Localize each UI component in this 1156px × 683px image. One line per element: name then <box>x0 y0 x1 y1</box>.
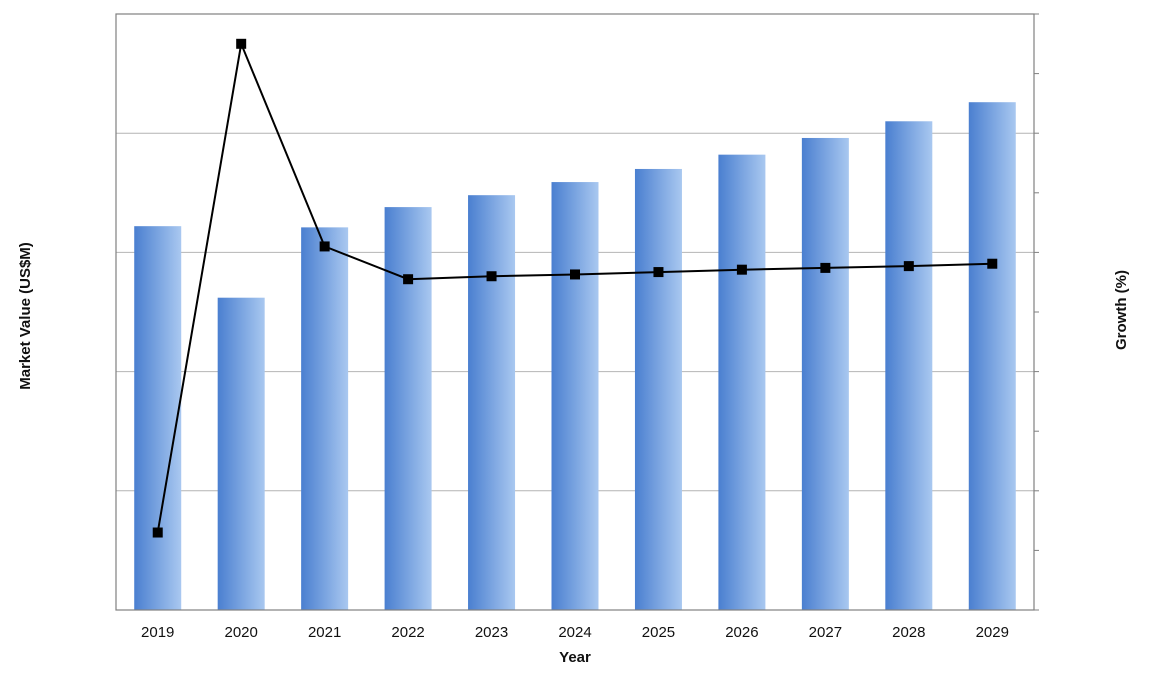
growth-point-2021 <box>319 241 330 252</box>
bar-2028 <box>885 121 933 610</box>
x-tick-label: 2023 <box>475 624 508 641</box>
growth-point-2029 <box>987 258 998 269</box>
bar-2025 <box>634 168 682 610</box>
growth-point-2026 <box>736 264 747 275</box>
x-tick-label: 2021 <box>308 624 341 641</box>
growth-point-2027 <box>820 262 831 273</box>
right-axis <box>1034 13 1039 611</box>
growth-point-2020 <box>236 38 247 49</box>
x-tick-label: 2026 <box>725 624 758 641</box>
y-axis-title: Market Value (US$M) <box>17 242 34 390</box>
bar-2019 <box>134 226 182 610</box>
growth-point-2024 <box>570 269 580 280</box>
bar-2026 <box>718 154 766 610</box>
x-tick-label: 2029 <box>976 624 1009 641</box>
x-axis-ticks: 2019 2020 2021 2022 2023 2024 2025 2026 2027 2028… <box>141 624 1009 641</box>
growth-point-2019 <box>152 527 163 538</box>
bar-series <box>134 102 1016 611</box>
x-tick-label: 2028 <box>892 624 925 641</box>
growth-point-2025 <box>653 267 664 278</box>
x-tick-label: 2019 <box>141 624 174 641</box>
bar-2021 <box>301 227 349 611</box>
bar-2020 <box>217 297 265 610</box>
growth-point-2028 <box>903 261 914 272</box>
x-tick-label: 2022 <box>391 624 424 641</box>
bar-2024 <box>551 182 599 610</box>
x-tick-label: 2025 <box>642 624 675 641</box>
x-tick-label: 2024 <box>558 624 591 641</box>
x-axis-title: Year <box>559 649 591 666</box>
bar-2023 <box>468 195 516 610</box>
x-tick-label: 2027 <box>809 624 842 641</box>
bar-2027 <box>801 137 849 610</box>
bar-2029 <box>968 102 1016 610</box>
x-tick-label: 2020 <box>224 624 257 641</box>
bar-2022 <box>384 207 432 610</box>
growth-line-series <box>152 38 998 538</box>
y2-axis-title: Growth (%) <box>1113 270 1130 350</box>
growth-point-2023 <box>486 271 497 282</box>
growth-point-2022 <box>403 274 414 285</box>
